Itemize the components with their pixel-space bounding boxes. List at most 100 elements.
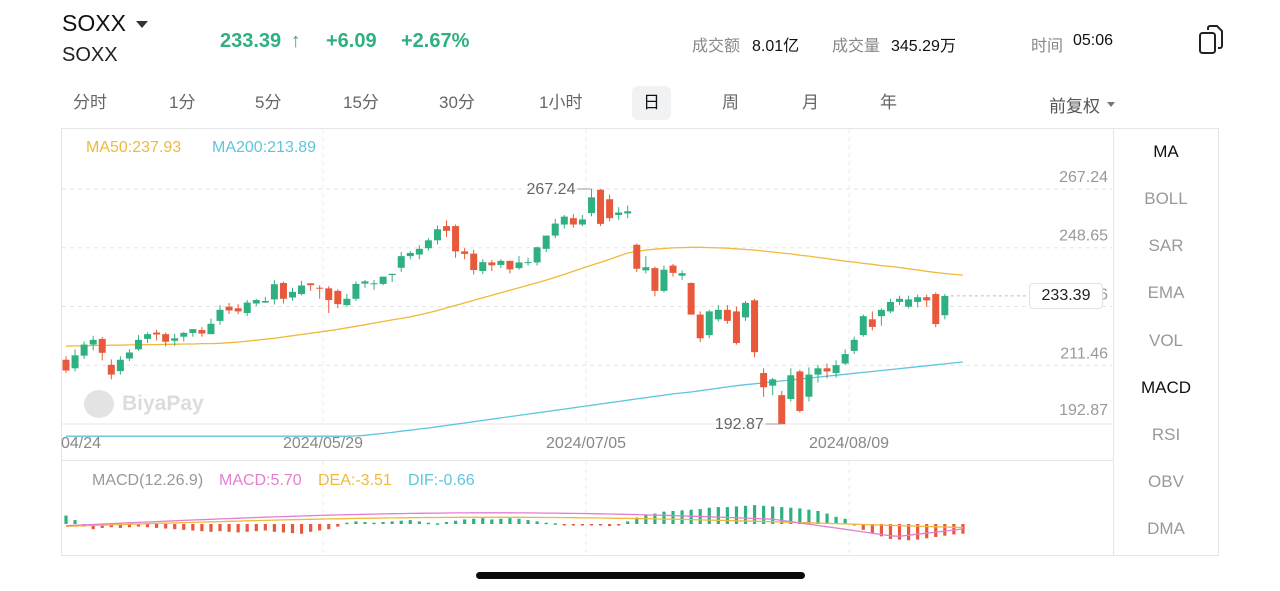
watermark-text: BiyaPay bbox=[122, 392, 204, 415]
macd-bar bbox=[472, 518, 476, 524]
candle-body bbox=[334, 290, 342, 305]
indicator-macd[interactable]: MACD bbox=[1140, 378, 1192, 397]
macd-bar bbox=[281, 524, 286, 533]
indicator-ma[interactable]: MA bbox=[1153, 142, 1179, 161]
candle-body bbox=[497, 260, 505, 265]
tab-5min[interactable]: 5分 bbox=[255, 93, 282, 112]
tab-year[interactable]: 年 bbox=[880, 93, 897, 112]
adjust-selector[interactable]: 前复权 bbox=[1049, 92, 1115, 117]
macd-bar bbox=[164, 524, 168, 529]
symbol-name: SOXX bbox=[62, 44, 118, 66]
indicator-ema[interactable]: EMA bbox=[1147, 283, 1185, 302]
macd-bar bbox=[517, 518, 521, 524]
macd-bar bbox=[64, 515, 68, 524]
candle-body bbox=[714, 309, 722, 320]
macd-bar bbox=[426, 522, 430, 525]
candle-body bbox=[624, 211, 632, 214]
tab-day[interactable]: 日 bbox=[632, 86, 671, 120]
macd-bar bbox=[435, 523, 440, 525]
candle-body bbox=[642, 267, 650, 271]
home-indicator[interactable] bbox=[476, 572, 805, 579]
candle-body bbox=[98, 338, 106, 353]
indicator-rsi[interactable]: RSI bbox=[1151, 425, 1181, 444]
share-icon[interactable] bbox=[1196, 24, 1226, 56]
macd-bar bbox=[318, 524, 322, 531]
macd-bar bbox=[173, 524, 177, 530]
candle-body bbox=[62, 359, 70, 371]
macd-bar bbox=[453, 520, 458, 524]
candle-body bbox=[814, 368, 822, 375]
candle-body bbox=[506, 260, 514, 270]
candle-body bbox=[524, 262, 532, 264]
candle-body bbox=[542, 235, 550, 249]
y-tick-label: 211.46 bbox=[1060, 345, 1108, 362]
symbol-selector[interactable]: SOXX bbox=[62, 10, 148, 37]
macd-bar bbox=[789, 507, 793, 524]
macd-bar bbox=[508, 518, 512, 524]
chart-panel[interactable] bbox=[61, 128, 1219, 556]
candle-body bbox=[551, 223, 559, 236]
chevron-down-icon bbox=[1107, 102, 1115, 107]
tab-15min[interactable]: 15分 bbox=[343, 93, 379, 112]
tab-intraday[interactable]: 分时 bbox=[73, 93, 107, 112]
macd-bar bbox=[562, 524, 566, 526]
ma50-line bbox=[65, 246, 963, 347]
candle-body bbox=[89, 339, 97, 345]
macd-bar bbox=[626, 521, 630, 524]
indicator-obv[interactable]: OBV bbox=[1148, 472, 1184, 491]
macd-bar bbox=[444, 522, 449, 524]
indicator-dma[interactable]: DMA bbox=[1147, 519, 1185, 538]
macd-bar bbox=[254, 524, 258, 532]
candle-body bbox=[461, 251, 469, 254]
adjust-label: 前复权 bbox=[1049, 97, 1100, 116]
tab-month[interactable]: 月 bbox=[802, 93, 819, 112]
macd-bar bbox=[290, 524, 295, 534]
candle-body bbox=[443, 226, 451, 231]
macd-bar bbox=[109, 524, 113, 528]
symbol-title: SOXX bbox=[62, 10, 126, 36]
chevron-down-icon bbox=[135, 21, 148, 28]
macd-bar bbox=[327, 524, 331, 530]
tab-30min[interactable]: 30分 bbox=[439, 93, 475, 112]
candle-body bbox=[578, 219, 586, 225]
macd-bar bbox=[155, 524, 159, 528]
macd-bar bbox=[381, 522, 385, 524]
macd-divider bbox=[61, 460, 1113, 461]
candle-body bbox=[180, 332, 188, 337]
candle-body bbox=[569, 218, 577, 225]
candle-body bbox=[615, 212, 623, 216]
macd-bar bbox=[762, 505, 766, 524]
macd-bar bbox=[916, 524, 920, 540]
candle-body bbox=[723, 309, 731, 321]
indicator-sar[interactable]: SAR bbox=[1148, 236, 1184, 255]
macd-bar bbox=[218, 524, 222, 532]
candle-body bbox=[823, 368, 831, 372]
price-change: +6.09 bbox=[326, 30, 377, 52]
tab-1min[interactable]: 1分 bbox=[169, 93, 196, 112]
turnover-value: 8.01亿 bbox=[752, 38, 800, 55]
candle-body bbox=[171, 338, 179, 341]
macd-bar bbox=[752, 505, 757, 524]
x-tick-label: 04/24 bbox=[61, 435, 101, 452]
candle-body bbox=[886, 301, 894, 312]
time-label: 时间 bbox=[1031, 38, 1064, 55]
y-tick-label: 192.87 bbox=[1059, 402, 1108, 419]
indicator-boll[interactable]: BOLL bbox=[1144, 189, 1188, 208]
tab-1hour[interactable]: 1小时 bbox=[539, 93, 583, 112]
macd-bar bbox=[598, 524, 603, 526]
tab-week[interactable]: 周 bbox=[722, 93, 739, 112]
macd-bar bbox=[299, 524, 304, 534]
price-change-pct: +2.67% bbox=[401, 30, 470, 52]
candle-body bbox=[433, 229, 441, 241]
candle-body bbox=[651, 268, 659, 291]
macd-params-label: MACD(12.26.9) bbox=[92, 472, 204, 489]
candle-body bbox=[107, 364, 115, 375]
macd-bar bbox=[680, 510, 684, 524]
macd-bar bbox=[807, 509, 811, 524]
candle-body bbox=[279, 282, 287, 299]
macd-bar bbox=[834, 516, 838, 524]
candle-body bbox=[877, 309, 885, 317]
indicator-vol[interactable]: VOL bbox=[1148, 331, 1184, 350]
candle-body bbox=[905, 299, 913, 307]
macd-bar bbox=[526, 520, 530, 524]
